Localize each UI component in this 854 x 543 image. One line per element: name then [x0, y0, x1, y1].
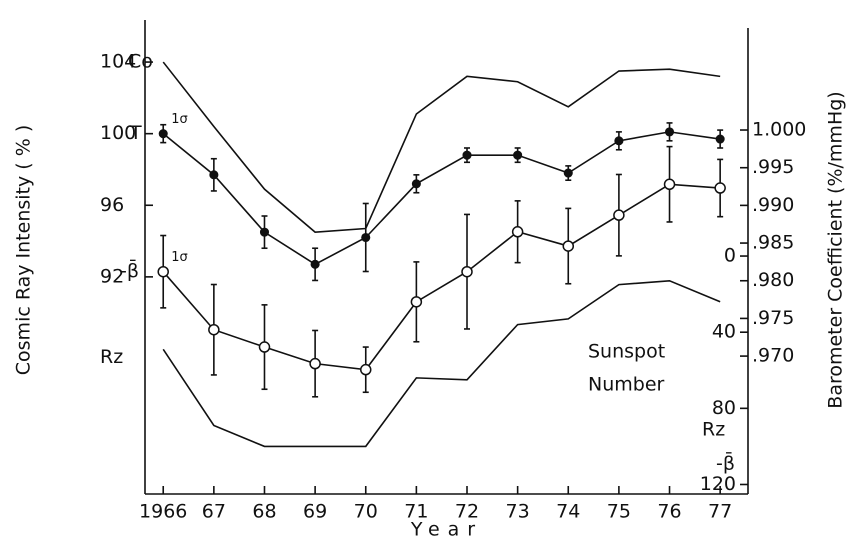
- x-tick-label: 73: [506, 501, 530, 523]
- marker: [359, 363, 372, 376]
- marker: [614, 136, 624, 146]
- series-label: Rz: [100, 346, 123, 368]
- marker: [462, 150, 472, 160]
- series-label: T: [129, 122, 142, 144]
- annotation: Sunspot: [588, 341, 665, 363]
- y3-axis-label: Rz: [702, 419, 725, 441]
- marker: [563, 168, 573, 178]
- x-tick-label: 74: [556, 501, 580, 523]
- y2-axis-title: Barometer Coefficient (%/mmHg): [825, 91, 847, 408]
- y-tick-label: 96: [100, 194, 124, 216]
- marker: [258, 341, 271, 353]
- marker: [410, 296, 423, 308]
- marker: [209, 170, 219, 180]
- error-label: 1σ: [171, 250, 188, 265]
- x-tick-label: 67: [202, 501, 226, 523]
- marker: [411, 179, 421, 189]
- x-tick-label: 1966: [139, 501, 187, 523]
- marker: [513, 150, 523, 160]
- y2-tick-label: 1.000: [752, 119, 806, 141]
- y2-tick-label: .990: [752, 194, 794, 216]
- x-tick-label: 75: [607, 501, 631, 523]
- y2-tick-label: .970: [752, 345, 794, 367]
- marker: [714, 182, 726, 194]
- y-tick-label: 100: [100, 122, 136, 144]
- x-axis-title: Year: [410, 519, 483, 541]
- marker: [613, 209, 625, 221]
- marker: [562, 240, 575, 252]
- x-tick-label: 70: [354, 501, 378, 523]
- series-line: [162, 279, 721, 448]
- marker: [664, 127, 675, 137]
- marker: [259, 227, 270, 237]
- y2-tick-label: .980: [752, 269, 794, 291]
- series-line: [162, 183, 721, 371]
- y3-tick-label: 120: [700, 473, 736, 495]
- x-tick-label: 76: [657, 501, 681, 523]
- y3-tick-label: 0: [724, 245, 736, 267]
- marker: [309, 357, 321, 370]
- y2-sub-label: -β̄: [716, 450, 735, 474]
- y-tick-label: 104: [100, 51, 136, 73]
- y2-tick-label: .975: [752, 307, 794, 329]
- marker: [310, 259, 320, 269]
- x-tick-label: 77: [708, 501, 732, 523]
- y2-tick-label: .995: [752, 156, 794, 178]
- marker: [461, 265, 473, 278]
- marker: [208, 323, 220, 336]
- x-tick-label: 71: [404, 501, 428, 523]
- error-label: 1σ: [171, 112, 188, 127]
- marker: [715, 134, 725, 144]
- y2-tick-label: .985: [752, 232, 794, 254]
- x-tick-label: 72: [455, 501, 479, 523]
- y3-tick-label: 40: [712, 321, 736, 343]
- y-tick-label: 92: [100, 265, 124, 287]
- marker: [157, 265, 169, 278]
- series-label: Co: [128, 51, 153, 73]
- x-tick-label: 69: [303, 501, 327, 523]
- y3-tick-label: 80: [712, 397, 736, 419]
- marker: [361, 232, 371, 243]
- series-label: -β̄: [120, 258, 139, 282]
- series-line: [162, 61, 721, 233]
- series-line: [162, 131, 721, 266]
- marker: [511, 226, 524, 238]
- marker: [158, 129, 168, 139]
- x-tick-label: 68: [252, 501, 276, 523]
- annotation: Number: [588, 374, 665, 396]
- y-axis-title: Cosmic Ray Intensity ( % ): [13, 125, 35, 375]
- marker: [663, 178, 676, 191]
